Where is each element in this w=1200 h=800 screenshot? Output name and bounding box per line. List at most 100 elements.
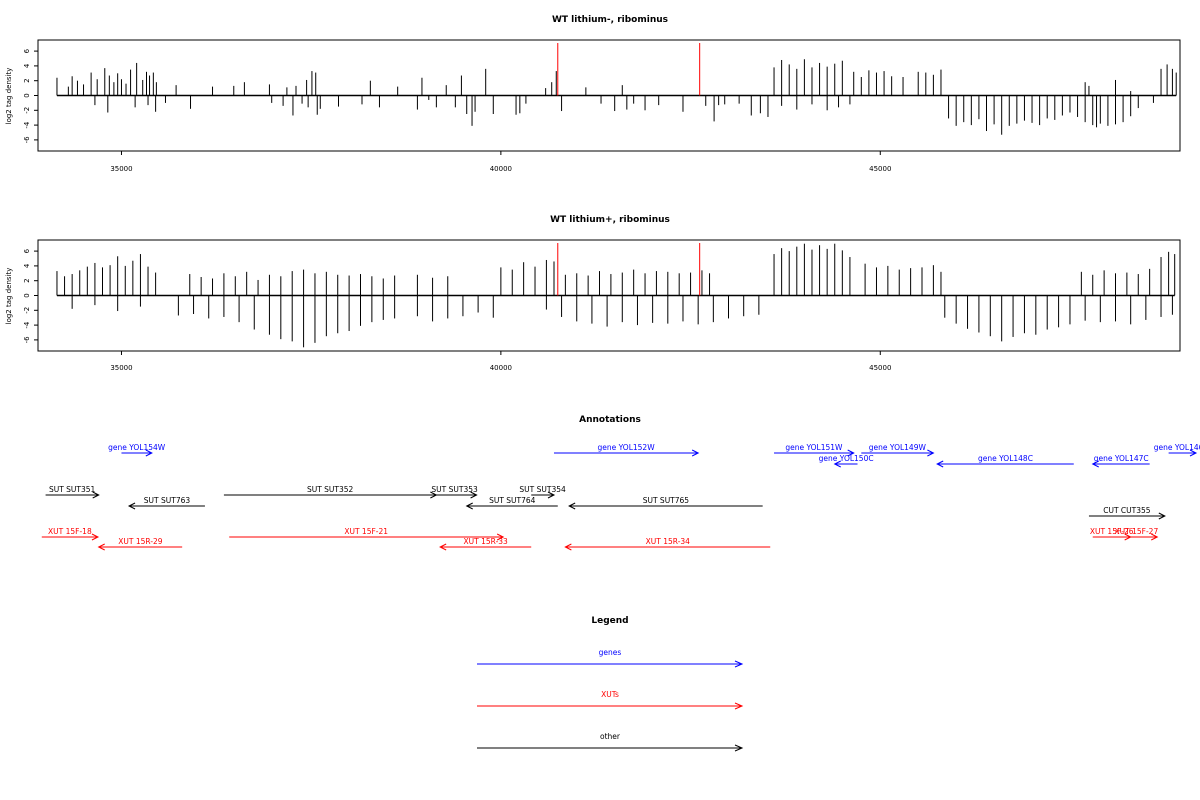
x-tick-label: 35000 <box>110 364 132 372</box>
x-tick-label: 40000 <box>490 165 512 173</box>
feature-label: XUT 15R-34 <box>646 537 691 546</box>
annotation-feature: SUT SUT351 <box>45 485 100 499</box>
legend: Legend genes XUTs other <box>477 616 744 752</box>
feature-label: SUT SUT763 <box>144 496 191 505</box>
legend-title: Legend <box>591 616 628 626</box>
feature-label: XUT 15R-33 <box>464 537 509 546</box>
arrowhead-icon <box>927 449 935 457</box>
annotation-feature: gene YOL146W <box>1154 443 1200 457</box>
annotations-title: Annotations <box>579 415 641 425</box>
annotation-feature: SUT SUT765 <box>568 496 763 510</box>
arrowhead-icon <box>97 543 105 551</box>
feature-label: CUT CUT355 <box>1103 506 1151 515</box>
y-tick-label: -4 <box>23 121 31 129</box>
feature-label: SUT SUT351 <box>49 485 96 494</box>
feature-label: XUT 15R-29 <box>118 537 163 546</box>
y-tick-label: -2 <box>23 307 31 314</box>
legend-items: genes XUTs other <box>477 648 744 752</box>
feature-label: gene YOL151W <box>785 443 843 452</box>
arrowhead-icon <box>936 460 944 468</box>
arrowhead-icon <box>1158 512 1166 520</box>
position-markers <box>557 243 701 296</box>
arrowhead-icon <box>439 543 447 551</box>
arrowhead-icon <box>691 449 700 457</box>
annotation-feature: XUT 15F-18 <box>41 527 100 541</box>
arrowhead-icon <box>734 702 744 710</box>
annotation-feature: gene YOL147C <box>1091 454 1150 468</box>
annotation-feature: SUT SUT354 <box>519 485 566 499</box>
legend-item: XUTs <box>477 690 744 710</box>
track-title: WT lithium-, ribominus <box>552 15 668 25</box>
arrowhead-icon <box>91 533 100 541</box>
annotation-feature: gene YOL150C <box>819 454 874 468</box>
legend-item: other <box>477 732 744 752</box>
x-axis: 35000 40000 45000 <box>110 151 891 173</box>
legend-label: other <box>600 732 621 741</box>
legend-label: genes <box>599 648 622 657</box>
track-panel-lithium-plus: WT lithium+, ribominus log2 tag density … <box>5 215 1181 372</box>
feature-label: gene YOL147C <box>1094 454 1149 463</box>
annotation-feature: XUT 15R-34 <box>564 537 771 551</box>
feature-label: XUT 15F-18 <box>48 527 92 536</box>
annotation-feature: gene YOL152W <box>553 443 700 457</box>
density-bars <box>56 243 1176 348</box>
y-axis: -6 -4 -2 0 2 4 6 <box>23 48 38 143</box>
feature-label: SUT SUT765 <box>643 496 690 505</box>
track-title: WT lithium+, ribominus <box>550 215 670 225</box>
arrowhead-icon <box>734 744 744 752</box>
feature-label: gene YOL154W <box>108 443 166 452</box>
feature-label: gene YOL152W <box>598 443 656 452</box>
x-axis: 35000 40000 45000 <box>110 351 891 372</box>
y-axis-label: log2 tag density <box>5 68 13 125</box>
feature-label: SUT SUT352 <box>307 485 354 494</box>
y-tick-label: 4 <box>23 63 31 68</box>
annotation-feature: gene YOL154W <box>108 443 166 457</box>
y-tick-label: -2 <box>23 107 31 114</box>
y-axis-label: log2 tag density <box>5 268 13 325</box>
x-tick-label: 40000 <box>490 364 512 372</box>
arrowhead-icon <box>847 449 855 457</box>
y-axis: -6 -4 -2 0 2 4 6 <box>23 248 38 343</box>
arrowhead-icon <box>465 502 473 510</box>
arrowhead-icon <box>496 533 505 541</box>
arrowhead-icon <box>470 491 478 499</box>
y-tick-label: -6 <box>23 136 31 144</box>
x-tick-label: 45000 <box>869 364 891 372</box>
density-bars <box>56 59 1177 135</box>
y-tick-label: 4 <box>23 263 31 268</box>
y-tick-label: 0 <box>23 93 31 97</box>
annotation-feature: XUT 15F-21 <box>229 527 505 541</box>
annotation-feature: CUT CUT355 <box>1088 506 1166 520</box>
annotation-feature: SUT SUT353 <box>431 485 478 499</box>
legend-item: genes <box>477 648 744 668</box>
track-panel-lithium-minus: WT lithium-, ribominus log2 tag density … <box>5 15 1181 173</box>
feature-label: gene YOL149W <box>869 443 927 452</box>
annotation-feature: gene YOL148C <box>936 454 1074 468</box>
arrowhead-icon <box>145 449 153 457</box>
arrowhead-icon <box>833 460 841 468</box>
feature-label: gene YOL150C <box>819 454 874 463</box>
legend-label: XUTs <box>601 690 619 699</box>
arrowhead-icon <box>92 491 100 499</box>
annotation-feature: SUT SUT352 <box>223 485 438 499</box>
y-tick-label: 0 <box>23 293 31 297</box>
arrowhead-icon <box>568 502 576 510</box>
feature-label: SUT SUT353 <box>431 485 478 494</box>
y-tick-label: 2 <box>23 78 31 82</box>
arrowhead-icon <box>1151 533 1159 541</box>
feature-label: SUT SUT764 <box>489 496 536 505</box>
x-tick-label: 45000 <box>869 165 891 173</box>
arrowhead-icon <box>564 543 572 551</box>
y-tick-label: 2 <box>23 278 31 282</box>
annotation-feature: SUT SUT764 <box>465 496 558 510</box>
annotation-feature: gene YOL151W <box>774 443 855 457</box>
y-tick-label: 6 <box>23 248 31 253</box>
annotations-panel: Annotations gene YOL154W gene YOL152W gene… <box>41 415 1200 551</box>
arrowhead-icon <box>127 502 136 510</box>
arrowhead-icon <box>734 660 744 668</box>
annotation-feature: gene YOL149W <box>861 443 935 457</box>
position-markers <box>557 43 701 96</box>
feature-label: SUT SUT354 <box>519 485 566 494</box>
y-tick-label: -4 <box>23 321 31 329</box>
